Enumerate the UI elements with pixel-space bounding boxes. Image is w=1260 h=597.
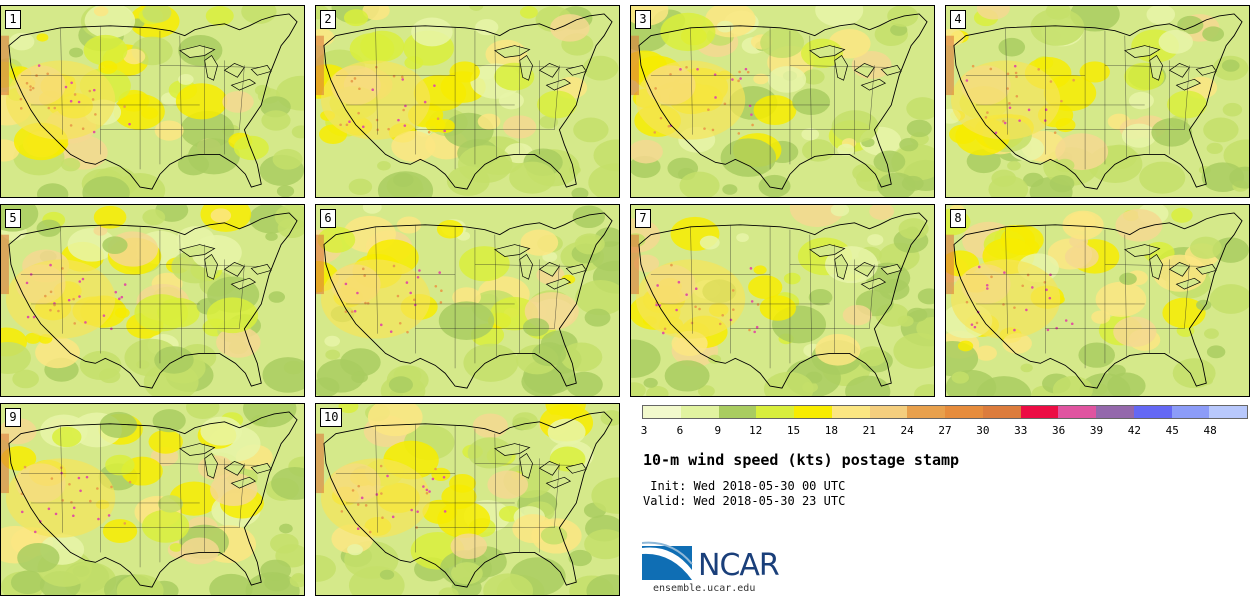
colorbar-tick-label: 21 (862, 424, 876, 437)
forecast-map-panel: 3 (630, 5, 935, 198)
colorbar-tick-label: 33 (1014, 424, 1028, 437)
forecast-map-panel: 7 (630, 204, 935, 397)
colorbar-tick-label: 48 (1203, 424, 1217, 437)
colorbar-tick-label: 18 (824, 424, 838, 437)
colorbar-segment (680, 406, 719, 418)
colorbar (642, 405, 1248, 419)
forecast-map-panel: 1 (0, 5, 305, 198)
colorbar-tick-label: 24 (900, 424, 914, 437)
colorbar-segment (1133, 406, 1172, 418)
colorbar-tick-label: 3 (640, 424, 648, 437)
colorbar-segment (1096, 406, 1134, 418)
colorbar-tick-label: 15 (786, 424, 801, 437)
colorbar-tick-label: 42 (1127, 424, 1141, 437)
colorbar-ticks: 3 6 9 12 15 18 21 24 27 30 33 36 39 42 45 48 (640, 420, 1248, 440)
colorbar-segment (718, 406, 757, 418)
panel-number-label: 10 (320, 408, 343, 427)
colorbar-segment (1209, 406, 1247, 418)
ncar-logo-icon (642, 541, 693, 580)
ncar-logo-text: NCAR (698, 548, 780, 583)
colorbar-tick-label: 9 (714, 424, 722, 437)
figure-title: 10-m wind speed (kts) postage stamp (643, 451, 960, 469)
colorbar-segment (756, 406, 794, 418)
colorbar-segment (831, 406, 870, 418)
forecast-map-panel: 5 (0, 204, 305, 397)
colorbar-segment (982, 406, 1021, 418)
panel-number-label: 8 (950, 209, 966, 228)
forecast-map-panel: 6 (315, 204, 620, 397)
colorbar-tick-label: 36 (1052, 424, 1066, 437)
panel-number-label: 5 (5, 209, 21, 228)
colorbar-tick-label: 30 (976, 424, 990, 437)
forecast-map-panel: 9 (0, 403, 305, 596)
panel-number-label: 4 (950, 10, 966, 29)
panel-number-label: 3 (635, 10, 651, 29)
panel-number-label: 2 (320, 10, 336, 29)
colorbar-tick-label: 27 (938, 424, 952, 437)
colorbar-segment (1058, 406, 1096, 418)
panel-number-label: 1 (5, 10, 21, 29)
colorbar-tick-label: 12 (749, 424, 763, 437)
forecast-map-panel: 10 (315, 403, 620, 596)
forecast-map-panel: 4 (945, 5, 1250, 198)
colorbar-segment (869, 406, 908, 418)
colorbar-tick-label: 39 (1089, 424, 1104, 437)
init-time: Init: Wed 2018-05-30 00 UTC (643, 479, 846, 493)
colorbar-tick-label: 45 (1165, 424, 1179, 437)
panel-number-label: 7 (635, 209, 651, 228)
colorbar-segment (1020, 406, 1059, 418)
panel-number-label: 6 (320, 209, 336, 228)
forecast-map-panel: 8 (945, 204, 1250, 397)
forecast-map-panel: 2 (315, 5, 620, 198)
colorbar-segment (794, 406, 832, 418)
valid-time: Valid: Wed 2018-05-30 23 UTC (643, 494, 846, 508)
colorbar-segment (643, 406, 681, 418)
ensemble-url: ensemble.ucar.edu (653, 583, 756, 594)
panel-number-label: 9 (5, 408, 21, 427)
colorbar-segment (907, 406, 945, 418)
colorbar-segment (945, 406, 983, 418)
colorbar-tick-label: 6 (676, 424, 684, 437)
colorbar-segment (1171, 406, 1210, 418)
